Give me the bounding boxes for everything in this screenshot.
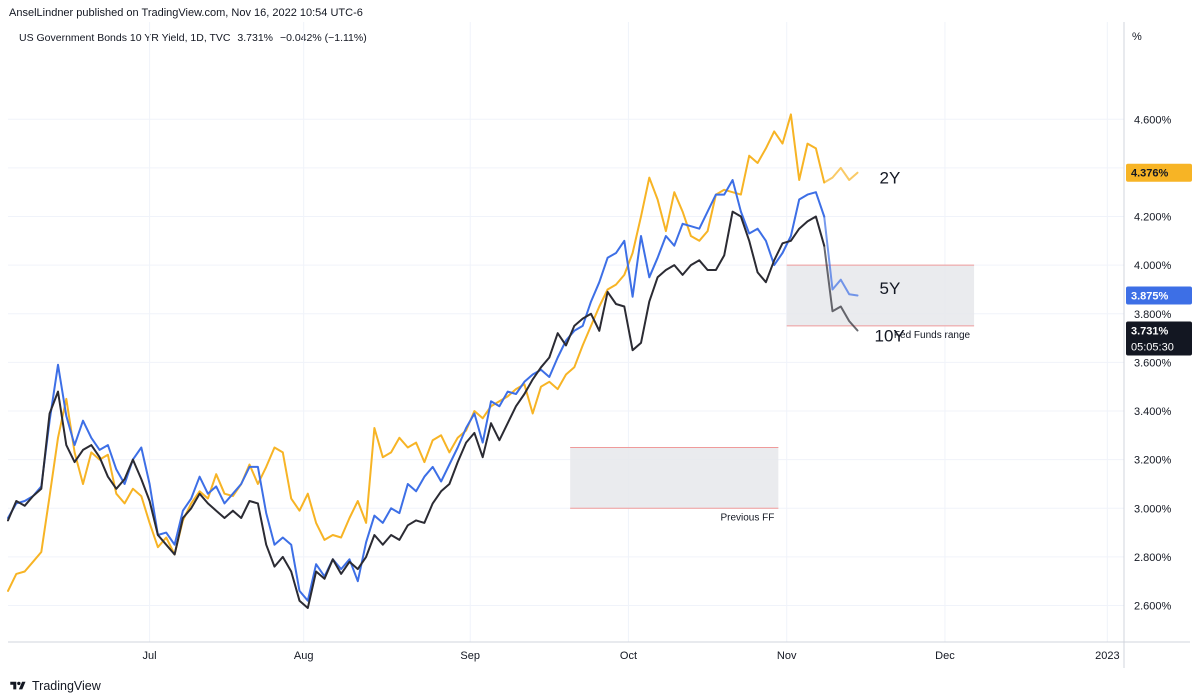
y-tick-label: 3.600% [1134, 357, 1172, 369]
series-label-2y: 2Y [879, 169, 900, 188]
price-badge-label-5y: 3.875% [1131, 291, 1169, 303]
x-tick-label: 2023 [1095, 650, 1119, 662]
annotation-box [570, 447, 779, 509]
series-line-5y [7, 179, 826, 602]
annotation-label: Previous FF [720, 512, 774, 523]
y-tick-label: 3.800% [1134, 309, 1172, 321]
series-label-10y: 10Y [874, 326, 904, 345]
x-tick-label: Jul [143, 650, 157, 662]
series-label-5y: 5Y [879, 279, 900, 298]
y-tick-label: 3.400% [1134, 406, 1172, 418]
x-tick-label: Aug [294, 650, 314, 662]
series-line-tail-5y [823, 215, 859, 297]
y-tick-label: 4.200% [1134, 212, 1172, 224]
y-tick-label: 2.800% [1134, 552, 1172, 564]
price-badge-2y [1126, 163, 1192, 182]
series-line-tail-10y [823, 244, 859, 332]
x-tick-label: Sep [460, 650, 480, 662]
series-line-tail-2y [823, 166, 859, 184]
y-tick-label: 2.600% [1134, 601, 1172, 613]
legend-price: 3.731% [237, 32, 274, 44]
current-price-label: 3.731% [1131, 326, 1169, 338]
y-tick-label: 4.600% [1134, 114, 1172, 126]
footer-brand: TradingView [32, 679, 101, 693]
annotation-box [786, 265, 975, 326]
price-badge-5y [1126, 286, 1192, 305]
legend-change: −0.042% (−1.11%) [279, 32, 367, 44]
y-axis-unit: % [1132, 31, 1142, 43]
bar-countdown: 05:05:30 [1131, 342, 1174, 354]
x-tick-label: Dec [935, 650, 955, 662]
current-price-badge [1126, 321, 1192, 356]
annotation-label: Fed Funds range [894, 330, 971, 341]
symbol-description[interactable]: US Government Bonds 10 YR Yield, 1D, TVC [19, 32, 231, 44]
series-line-10y [7, 210, 826, 609]
publisher-info: AnselLindner published on TradingView.co… [9, 7, 363, 19]
x-tick-label: Nov [777, 650, 797, 662]
x-tick-label: Oct [620, 650, 637, 662]
price-badge-label-2y: 4.376% [1131, 168, 1169, 180]
y-tick-label: 4.000% [1134, 260, 1172, 272]
series-line-2y [7, 113, 826, 592]
tradingview-logo-icon [10, 681, 26, 690]
y-tick-label: 3.000% [1134, 503, 1172, 515]
footer-branding[interactable]: TradingView [9, 676, 101, 696]
chart-legend[interactable]: US Government Bonds 10 YR Yield, 1D, TVC… [19, 32, 371, 44]
y-tick-label: 3.200% [1134, 455, 1172, 467]
